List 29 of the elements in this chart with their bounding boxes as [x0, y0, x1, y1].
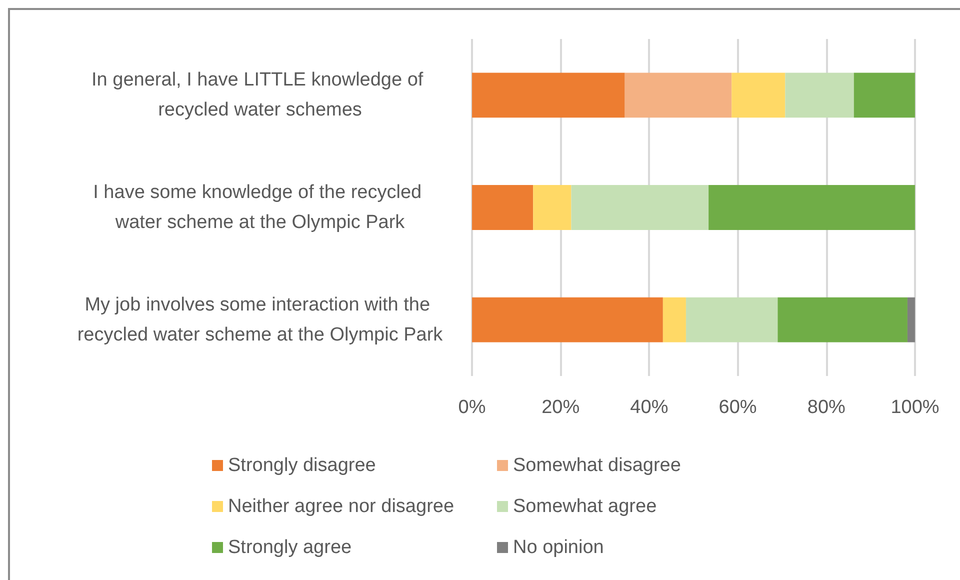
bar [662, 297, 686, 342]
bar [785, 72, 854, 118]
x-tick-label: 20% [542, 397, 580, 418]
bar [624, 72, 732, 118]
y-tick-label: In general, I have LITTLE knowledge of recycled water schemes [92, 70, 428, 121]
y-tick-label: My job involves some interaction with the recycled water scheme at the Olympic Park [77, 294, 444, 346]
x-tick-label: 60% [718, 397, 757, 418]
legend-label: Strongly agree [228, 537, 352, 558]
x-tick-label: 0% [458, 397, 486, 418]
bar [854, 72, 915, 118]
bar [533, 185, 572, 230]
x-tick-label: 80% [807, 397, 846, 418]
bar [778, 297, 908, 342]
bar [571, 185, 709, 230]
bar [472, 297, 663, 342]
legend-label: Strongly disagree [228, 455, 376, 476]
legend-label: Somewhat agree [513, 496, 657, 517]
x-tick-label: 100% [890, 397, 940, 418]
legend-label: Neither agree nor disagree [228, 496, 454, 517]
bar [708, 185, 915, 230]
y-tick-label: I have some knowledge of the recycled water scheme at the Olympic Park [93, 182, 427, 233]
bar [732, 72, 786, 118]
bar [907, 297, 915, 342]
x-tick-label: 40% [630, 397, 668, 418]
legend-label: Somewhat disagree [513, 455, 681, 476]
legend-label: No opinion [513, 537, 604, 558]
bar [472, 72, 625, 118]
bar [686, 297, 778, 342]
bar [472, 185, 534, 230]
